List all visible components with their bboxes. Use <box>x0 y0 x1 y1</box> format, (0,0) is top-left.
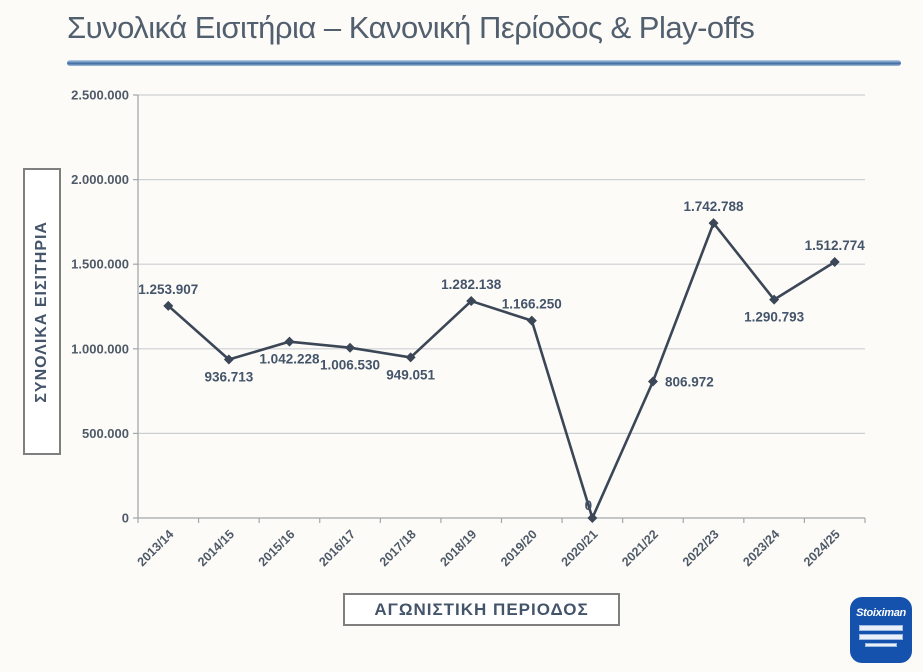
data-point-marker <box>163 300 174 311</box>
data-point-marker <box>647 376 658 387</box>
stoiximan-logo: Stoiximan <box>850 597 912 663</box>
data-point-marker <box>587 513 598 523</box>
x-tick-label: 2017/18 <box>377 527 419 569</box>
x-tick-label: 2016/17 <box>316 527 358 569</box>
stoiximan-logo-wordmark: Stoiximan <box>856 607 906 619</box>
data-point-label: 1.290.793 <box>744 310 805 325</box>
y-tick-label: 2.500.000 <box>71 88 129 103</box>
x-tick-label: 2014/15 <box>195 527 237 569</box>
data-point-marker <box>345 342 356 353</box>
y-tick-label: 0 <box>122 511 129 526</box>
data-point-label: 1.042.228 <box>259 352 320 367</box>
stoiximan-logo-graphic <box>850 625 912 647</box>
x-tick-label: 2023/24 <box>740 527 782 569</box>
page-title: Συνολικά Εισιτήρια – Κανονική Περίοδος &… <box>67 10 755 45</box>
x-tick-label: 2024/25 <box>801 527 843 569</box>
data-point-label: 949.051 <box>386 367 435 382</box>
data-point-marker <box>526 315 537 326</box>
title-underline <box>67 60 901 66</box>
data-point-marker <box>466 296 477 307</box>
x-tick-label: 2013/14 <box>135 527 177 569</box>
y-axis-title: ΣΥΝΟΛΙΚΑ ΕΙΣΙΤΗΡΙΑ <box>33 220 50 403</box>
data-point-label: 1.742.788 <box>684 199 745 214</box>
data-point-label: 936.713 <box>204 370 253 385</box>
data-point-marker <box>769 294 780 305</box>
data-point-label: 1.512.774 <box>805 238 866 253</box>
data-point-marker <box>405 352 416 363</box>
data-point-label: 806.972 <box>665 374 714 389</box>
series-line <box>167 221 836 520</box>
y-tick-label: 1.000.000 <box>71 341 129 356</box>
y-tick-label: 500.000 <box>82 426 129 441</box>
x-tick-label: 2022/23 <box>680 527 722 569</box>
data-point-marker <box>284 336 295 347</box>
x-tick-label: 2018/19 <box>437 527 479 569</box>
logo-bar <box>864 643 898 647</box>
data-point-label: 1.166.250 <box>502 297 562 312</box>
x-tick-label: 2021/22 <box>619 527 661 569</box>
logo-bar <box>858 634 904 640</box>
y-axis-title-box: ΣΥΝΟΛΙΚΑ ΕΙΣΙΤΗΡΙΑ <box>23 168 61 455</box>
data-point-label: 1.253.907 <box>138 282 198 297</box>
x-tick-label: 2020/21 <box>559 527 601 569</box>
logo-bar <box>858 625 904 631</box>
data-point-label: 1.282.138 <box>441 277 502 292</box>
x-axis-title-box: ΑΓΩΝΙΣΤΙΚΗ ΠΕΡΙΟΔΟΣ <box>343 593 620 626</box>
data-point-label: 1.006.530 <box>320 358 380 373</box>
x-tick-label: 2015/16 <box>256 527 298 569</box>
data-point-marker <box>708 218 719 229</box>
y-tick-label: 2.000.000 <box>71 172 129 187</box>
data-point-label: 0 <box>585 498 593 513</box>
x-tick-label: 2019/20 <box>498 527 540 569</box>
y-tick-label: 1.500.000 <box>71 257 129 272</box>
data-point-marker <box>223 354 234 365</box>
data-point-marker <box>829 257 840 268</box>
